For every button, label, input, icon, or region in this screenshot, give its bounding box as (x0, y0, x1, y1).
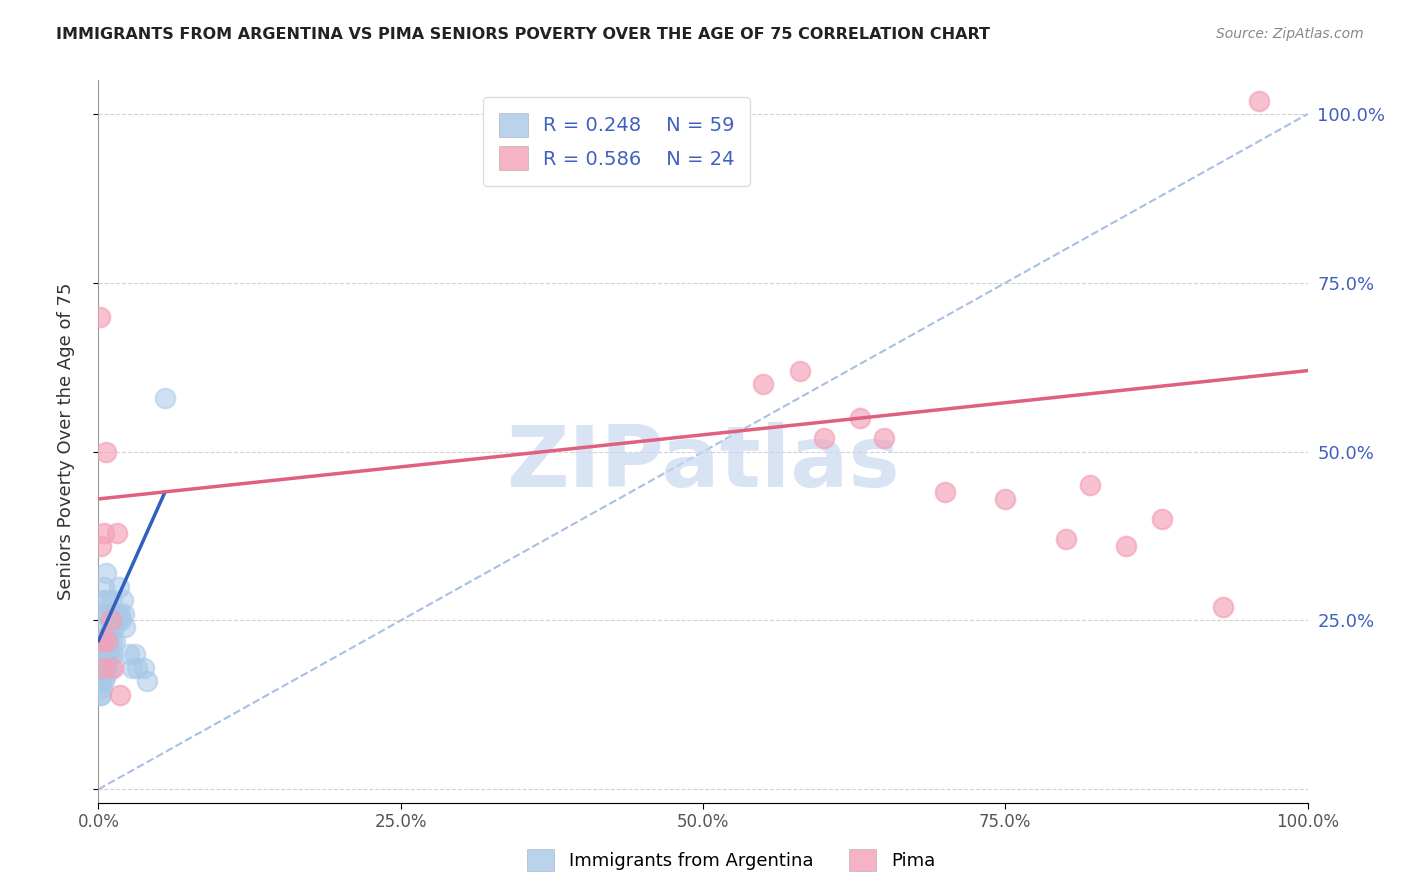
Point (93, 661, 115, 675)
Point (1115, 539, 1137, 553)
Point (91, 593, 114, 607)
Point (91, 681, 114, 695)
Point (94, 566, 117, 581)
Point (849, 411, 872, 425)
Point (103, 620, 125, 634)
Point (91, 667, 114, 681)
Point (94, 654, 117, 668)
Point (114, 620, 136, 634)
Point (90, 674, 112, 689)
Point (98, 633, 121, 648)
Point (91, 647, 114, 661)
Point (111, 593, 134, 607)
Point (93, 633, 115, 648)
Point (91, 607, 114, 621)
Point (1078, 478, 1101, 492)
Point (1152, 512, 1174, 526)
Point (91, 633, 114, 648)
Point (127, 661, 149, 675)
Point (89, 667, 111, 681)
Point (89, 674, 111, 689)
Point (108, 580, 131, 594)
Text: ZIPatlas: ZIPatlas (506, 422, 900, 505)
Point (110, 614, 132, 628)
Point (98, 647, 121, 661)
Point (105, 525, 128, 540)
Legend: R = 0.248    N = 59, R = 0.586    N = 24: R = 0.248 N = 59, R = 0.586 N = 24 (484, 97, 751, 186)
Point (124, 647, 146, 661)
Point (1249, 94, 1271, 108)
Text: IMMIGRANTS FROM ARGENTINA VS PIMA SENIORS POVERTY OVER THE AGE OF 75 CORRELATION: IMMIGRANTS FROM ARGENTINA VS PIMA SENIOR… (56, 27, 990, 42)
Point (101, 607, 124, 621)
Point (112, 607, 135, 621)
Point (96, 633, 118, 648)
Point (101, 647, 124, 661)
Point (91, 633, 114, 648)
Point (89, 688, 111, 702)
Point (90, 614, 112, 628)
Point (96, 661, 118, 675)
Point (91, 633, 114, 648)
Point (105, 607, 128, 621)
Y-axis label: Seniors Poverty Over the Age of 75: Seniors Poverty Over the Age of 75 (56, 283, 75, 600)
Point (94, 633, 117, 648)
Point (101, 661, 124, 675)
Point (994, 491, 1017, 506)
Point (100, 661, 122, 675)
Point (934, 485, 956, 500)
Point (93, 580, 115, 594)
Point (89, 310, 111, 324)
Point (789, 364, 811, 378)
Point (134, 661, 156, 675)
Point (90, 633, 112, 648)
Point (96, 647, 118, 661)
Point (91, 647, 114, 661)
Point (813, 431, 835, 445)
Point (1212, 599, 1234, 614)
Point (97, 627, 120, 641)
Point (108, 607, 131, 621)
Point (89, 661, 111, 675)
Point (90, 688, 112, 702)
Point (97, 647, 120, 661)
Point (100, 614, 122, 628)
Point (107, 614, 129, 628)
Point (1054, 533, 1077, 547)
Point (93, 525, 115, 540)
Point (90, 539, 112, 553)
Point (94, 444, 117, 458)
Point (153, 391, 176, 405)
Point (94, 667, 117, 681)
Point (91, 661, 114, 675)
Point (100, 620, 122, 634)
Point (89, 647, 111, 661)
Point (135, 674, 157, 689)
Point (873, 431, 896, 445)
Point (100, 593, 122, 607)
Point (118, 647, 141, 661)
Point (121, 661, 143, 675)
Point (752, 377, 775, 392)
Point (90, 661, 112, 675)
Point (97, 607, 120, 621)
Point (100, 633, 122, 648)
Point (104, 633, 127, 648)
Point (91, 661, 114, 675)
Text: Source: ZipAtlas.com: Source: ZipAtlas.com (1216, 27, 1364, 41)
Point (108, 688, 131, 702)
Point (93, 674, 115, 689)
Point (96, 593, 118, 607)
Legend: Immigrants from Argentina, Pima: Immigrants from Argentina, Pima (520, 842, 942, 879)
Point (90, 647, 112, 661)
